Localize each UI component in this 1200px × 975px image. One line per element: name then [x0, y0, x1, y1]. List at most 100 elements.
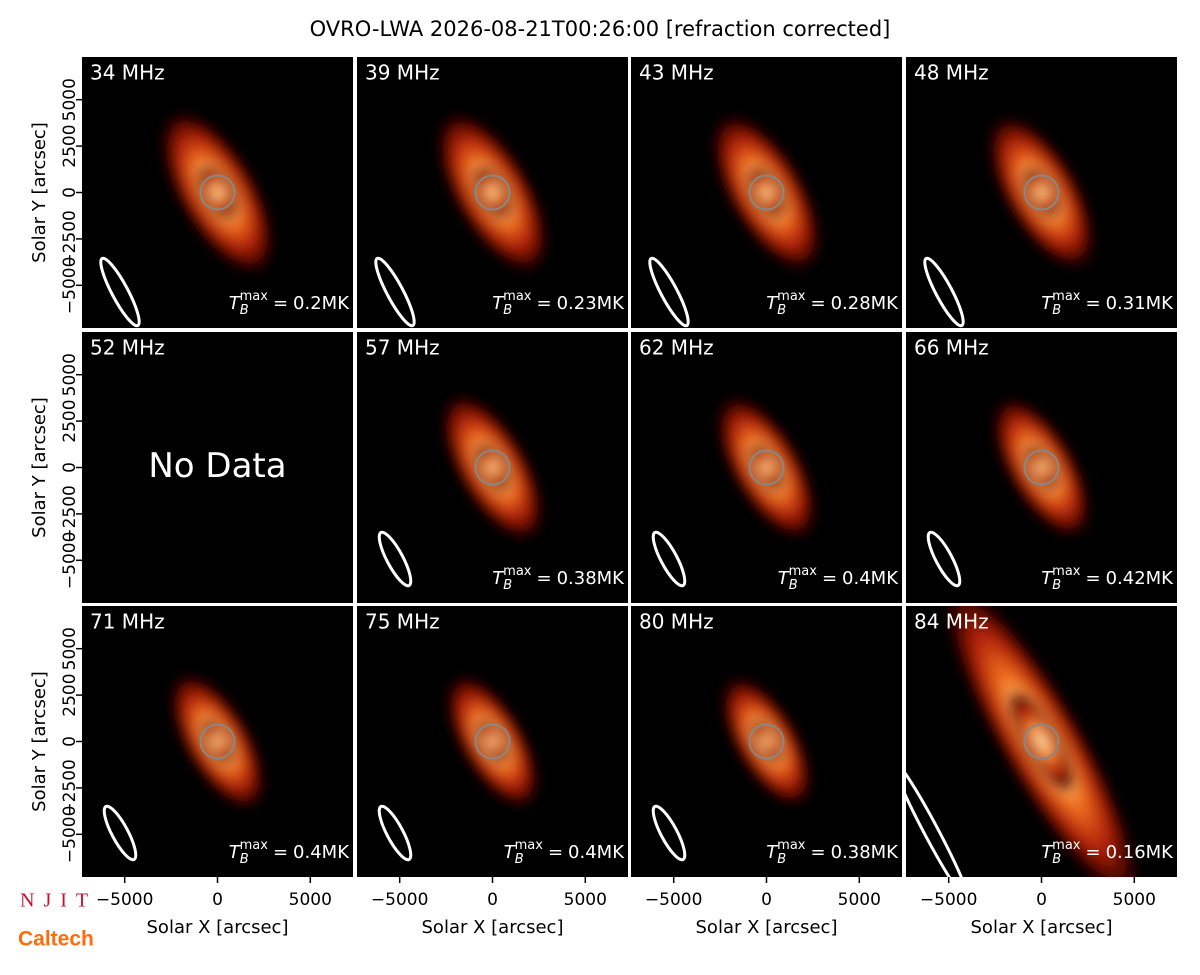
tb-symbol: T: [1041, 842, 1054, 863]
tb-sub: B: [789, 578, 798, 593]
panel-label: 66 MHz: [914, 336, 989, 360]
tb-eq: =: [273, 293, 288, 314]
y-axis-label: Solar Y [arcsec]: [29, 671, 50, 812]
y-tick-label: −2500: [60, 210, 80, 268]
tb-symbol: T: [1041, 293, 1054, 314]
beam: [651, 804, 687, 862]
tb-eq: =: [536, 568, 551, 589]
emission-core: [1023, 445, 1060, 490]
x-tick-label: −5000: [371, 890, 429, 910]
panel: TBmax = 0.4MK 62 MHz: [631, 332, 902, 603]
tb-max-label: TBmax = 0.31MK: [1041, 289, 1174, 318]
tb-sub: B: [1052, 852, 1061, 867]
radio-image: [906, 606, 1144, 877]
x-tick-label: 5000: [838, 890, 881, 910]
panel: No Data 52 MHz: [82, 332, 353, 603]
panel: TBmax = 0.23MK 39 MHz: [357, 57, 628, 328]
solar-disk: [1023, 723, 1060, 760]
y-tick-label: 2500: [60, 673, 80, 716]
tb-value: 0.4MK: [293, 842, 350, 863]
y-tick-label: 2500: [60, 124, 80, 167]
tb-max-label: TBmax = 0.4MK: [504, 838, 626, 867]
panel: TBmax = 0.38MK 57 MHz: [357, 332, 628, 603]
figure-title: OVRO-LWA 2026-08-21T00:26:00 [refraction…: [310, 17, 891, 41]
x-axis-label: Solar X [arcsec]: [147, 917, 289, 938]
tb-sup: max: [1052, 289, 1081, 304]
y-tick-label: −2500: [60, 485, 80, 543]
x-tick-label: 5000: [1113, 890, 1156, 910]
tb-sup: max: [503, 289, 532, 304]
tb-value: 0.4MK: [568, 842, 625, 863]
panel: TBmax = 0.38MK 80 MHz: [631, 606, 902, 877]
tb-symbol: T: [229, 293, 242, 314]
panel: TBmax = 0.28MK 43 MHz: [631, 57, 902, 328]
tb-value: 0.28MK: [831, 293, 900, 314]
panel: TBmax = 0.16MK 84 MHz: [906, 606, 1177, 877]
tb-symbol: T: [492, 568, 505, 589]
panel-label: 39 MHz: [365, 61, 440, 85]
x-axis-label: Solar X [arcsec]: [422, 917, 564, 938]
tb-symbol: T: [1041, 568, 1054, 589]
solar-disk: [1023, 449, 1060, 486]
tb-sup: max: [1052, 838, 1081, 853]
tb-symbol: T: [492, 293, 505, 314]
tb-sup: max: [777, 838, 806, 853]
panel-label: 71 MHz: [90, 610, 165, 634]
solar-disk: [474, 723, 511, 760]
radio-image: [651, 674, 814, 862]
emission-core: [475, 720, 510, 763]
solar-disk: [748, 723, 785, 760]
tb-eq: =: [1085, 293, 1100, 314]
tb-symbol: T: [778, 568, 791, 589]
radio-image: [377, 391, 546, 588]
tb-sup: max: [240, 838, 269, 853]
beam: [926, 530, 962, 588]
beam: [651, 530, 687, 588]
tb-sub: B: [777, 303, 786, 318]
emission-core: [1008, 691, 1075, 792]
tb-sup: max: [503, 564, 532, 579]
y-tick-label: 5000: [60, 627, 80, 670]
tb-sub: B: [1052, 303, 1061, 318]
x-tick-label: −5000: [920, 890, 978, 910]
logo-caltech: Caltech: [18, 928, 94, 951]
tb-value: 0.23MK: [557, 293, 626, 314]
panel: TBmax = 0.4MK 71 MHz: [82, 606, 353, 877]
tb-eq: =: [822, 568, 837, 589]
x-tick-label: 0: [487, 890, 498, 910]
no-data: No Data: [148, 446, 286, 486]
y-tick-label: −2500: [60, 759, 80, 817]
panel-label: 62 MHz: [639, 336, 714, 360]
panel-label: 52 MHz: [90, 336, 165, 360]
tb-sup: max: [789, 564, 818, 579]
tb-sup: max: [777, 289, 806, 304]
beam: [377, 530, 413, 588]
panel-label: 34 MHz: [90, 61, 165, 85]
tb-value: 0.42MK: [1106, 568, 1175, 589]
emission-core: [1021, 167, 1062, 218]
beam: [374, 256, 416, 328]
tb-eq: =: [1085, 568, 1100, 589]
panel: TBmax = 0.42MK 66 MHz: [906, 332, 1177, 603]
panel-label: 84 MHz: [914, 610, 989, 634]
x-axis-label: Solar X [arcsec]: [971, 917, 1113, 938]
tb-max-label: TBmax = 0.4MK: [229, 838, 351, 867]
y-tick-label: 0: [60, 736, 80, 747]
tb-sub: B: [503, 578, 512, 593]
solar-disk: [474, 174, 511, 211]
tb-eq: =: [810, 293, 825, 314]
tb-eq: =: [810, 842, 825, 863]
x-tick-label: 0: [212, 890, 223, 910]
panel-background: [82, 332, 353, 603]
panel: TBmax = 0.2MK 34 MHz: [82, 57, 353, 328]
tb-symbol: T: [766, 842, 779, 863]
radio-image: [923, 113, 1097, 328]
tb-max-label: TBmax = 0.38MK: [492, 564, 625, 593]
panel-label: 75 MHz: [365, 610, 440, 634]
beam: [906, 758, 971, 877]
emission-core: [747, 444, 786, 491]
tb-max-label: TBmax = 0.42MK: [1041, 564, 1174, 593]
tb-max-label: TBmax = 0.38MK: [766, 838, 899, 867]
y-axis-label: Solar Y [arcsec]: [29, 122, 50, 263]
